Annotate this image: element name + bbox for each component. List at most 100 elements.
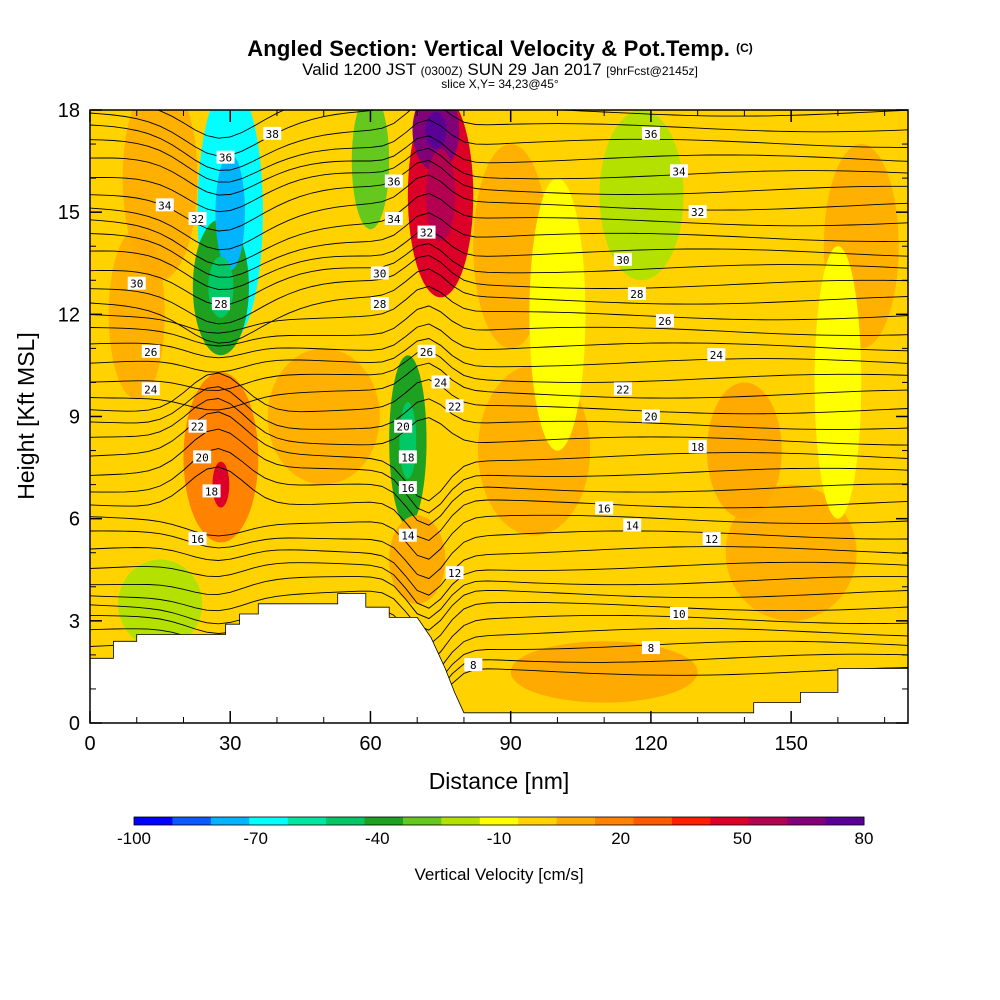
- contour-label-bg: [627, 286, 646, 300]
- contour-label: 26: [655, 314, 674, 328]
- contour-label: 18: [688, 440, 707, 454]
- contour-label-bg: [669, 607, 688, 621]
- colorbar-tick-label: 20: [611, 829, 630, 848]
- x-tick-label: 60: [359, 733, 381, 755]
- contour-label-text: 14: [626, 519, 640, 532]
- contour-label: 28: [627, 286, 646, 301]
- velocity-core: [215, 153, 245, 271]
- contour-label: 36: [641, 126, 660, 141]
- contour-label: 8: [641, 641, 660, 655]
- colorbar-swatch: [710, 817, 750, 825]
- velocity-feature: [510, 641, 698, 703]
- contour-label: 22: [445, 399, 464, 413]
- contour-label: 24: [707, 348, 726, 362]
- x-axis-title: Distance [nm]: [429, 768, 570, 794]
- isentrope-line: [90, 601, 908, 646]
- isentrope-line: [90, 285, 908, 334]
- colorbar-tick-label: -70: [243, 829, 268, 848]
- contour-label: 36: [384, 174, 403, 189]
- contour-label-text: 24: [710, 349, 724, 362]
- colorbar-swatch: [825, 817, 865, 825]
- subtitle-utc: (0300Z): [420, 64, 463, 78]
- isentrope-line: [90, 589, 908, 631]
- contour-label-bg: [641, 641, 660, 655]
- contour-label-text: 32: [420, 227, 433, 240]
- velocity-core: [425, 112, 447, 149]
- contour-label-text: 32: [691, 206, 704, 219]
- colorbar-swatch: [326, 817, 366, 825]
- colorbar-swatch: [595, 817, 634, 825]
- terrain-profile: [90, 593, 908, 723]
- x-tick-label: 0: [84, 733, 95, 755]
- contour-label-text: 16: [401, 482, 414, 495]
- colorbar-tick-label: -100: [117, 829, 151, 848]
- colorbar-swatch: [671, 817, 711, 825]
- velocity-feature: [599, 110, 684, 281]
- colorbar-swatch: [441, 817, 481, 825]
- slice-info: slice X,Y= 34,23@45°: [441, 77, 559, 91]
- colorbar-title: Vertical Velocity [cm/s]: [414, 865, 583, 884]
- colorbar-tick-label: -10: [487, 829, 512, 848]
- isentrope-line: [90, 110, 908, 171]
- contour-label-text: 26: [658, 315, 671, 328]
- contour-label: 34: [669, 164, 688, 178]
- weak-ascent-patch: [122, 110, 198, 281]
- contour-label: 14: [398, 528, 417, 543]
- potential-temperature-contours: [90, 110, 908, 709]
- contour-label: 20: [641, 409, 660, 424]
- contour-label-bg: [211, 297, 230, 311]
- contour-label-bg: [141, 344, 160, 358]
- isentrope-line: [90, 212, 908, 278]
- contour-label: 30: [370, 266, 389, 280]
- contour-label: 32: [688, 205, 707, 219]
- contour-label-bg: [370, 297, 389, 311]
- isentrope-line: [90, 254, 908, 325]
- colorbar: -100 -70 -40 -10 20 50 80: [117, 816, 873, 848]
- isentrope-line: [90, 530, 908, 580]
- contour-label-bg: [193, 450, 212, 464]
- terrain-mask: [90, 593, 908, 723]
- isentrope-line: [90, 362, 908, 411]
- contour-label-bg: [417, 344, 436, 358]
- isentrope-line: [90, 466, 908, 542]
- contour-label-bg: [707, 348, 726, 362]
- x-tick-label: 90: [500, 733, 522, 755]
- contour-label-bg: [613, 252, 632, 266]
- contour-label-text: 10: [672, 608, 685, 621]
- contour-label-text: 24: [144, 383, 158, 396]
- contour-label: 28: [211, 297, 230, 311]
- velocity-feature: [707, 382, 782, 519]
- contour-labels: 3836343230282624222018163634323028262422…: [127, 126, 726, 672]
- contour-label: 12: [445, 566, 464, 580]
- colorbar-swatch: [402, 817, 442, 825]
- contour-label-bg: [417, 225, 436, 239]
- contour-label-bg: [688, 440, 707, 454]
- isentrope-line: [90, 174, 908, 251]
- contour-label-text: 26: [420, 346, 433, 359]
- contour-label-text: 18: [401, 451, 414, 464]
- contour-label-text: 8: [470, 659, 477, 672]
- contour-label-text: 30: [616, 254, 629, 267]
- contour-label-bg: [641, 409, 660, 423]
- contour-label-bg: [216, 150, 235, 164]
- subtitle-date: SUN 29 Jan 2017: [467, 60, 602, 79]
- contour-label-text: 12: [448, 567, 461, 580]
- colorbar-frame: [133, 816, 865, 826]
- isentrope-line: [156, 110, 286, 139]
- contour-label-bg: [398, 450, 417, 464]
- contour-label-text: 16: [191, 533, 204, 546]
- y-tick-label: 6: [69, 509, 80, 531]
- colorbar-swatch: [556, 817, 596, 825]
- colorbar-swatch: [787, 817, 827, 825]
- isentrope-line: [90, 159, 908, 232]
- contour-label-text: 26: [144, 346, 157, 359]
- isentrope-line: [90, 372, 908, 415]
- contour-label-bg: [669, 164, 688, 178]
- contour-label-text: 18: [691, 441, 704, 454]
- contour-label-bg: [641, 126, 660, 140]
- isentrope-line: [90, 386, 908, 430]
- contour-label-text: 30: [130, 278, 143, 291]
- contour-label-text: 20: [644, 411, 657, 424]
- contour-label-bg: [398, 528, 417, 542]
